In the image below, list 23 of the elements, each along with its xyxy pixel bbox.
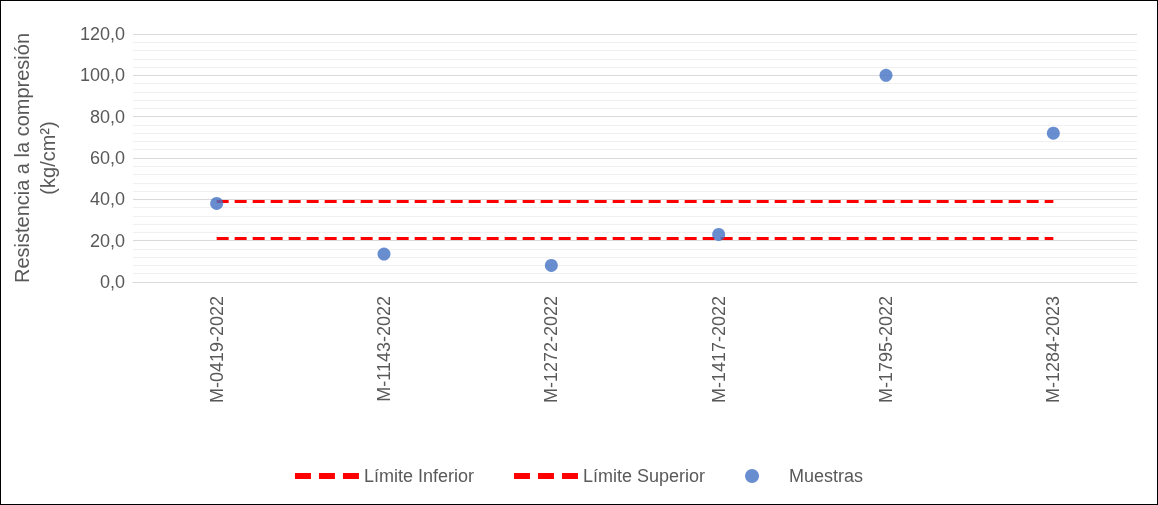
- point: [544, 258, 558, 272]
- x-tick-label: M-1417-2022: [708, 296, 729, 404]
- x-tick-label: M-1272-2022: [541, 296, 562, 404]
- point: [879, 68, 893, 82]
- legend-label: Muestras: [789, 466, 864, 486]
- y-tick-label: 120,0: [79, 24, 125, 44]
- point: [712, 227, 726, 241]
- x-tick-label: M-0419-2022: [206, 296, 227, 404]
- y-tick-label: 80,0: [89, 106, 125, 127]
- x-tick-label: M-1795-2022: [876, 296, 896, 404]
- point: [210, 196, 224, 210]
- legend-label: Límite Inferior: [363, 466, 474, 486]
- x-tick-label: M-1284-2023: [1043, 296, 1064, 404]
- y-axis-title: Resistencia a la compresión (kg/cm²): [11, 32, 59, 284]
- point: [377, 247, 391, 261]
- y-tick-label: 0,0: [99, 272, 125, 292]
- y-tick-label: 40,0: [89, 189, 125, 210]
- x-tick-label: M-1143-2022: [374, 296, 394, 402]
- legend-label: Límite Superior: [582, 466, 706, 486]
- y-tick-label: 60,0: [89, 148, 125, 168]
- point: [1046, 126, 1060, 140]
- y-tick-label: 100,0: [79, 65, 125, 86]
- y-tick-label: 20,0: [89, 230, 125, 251]
